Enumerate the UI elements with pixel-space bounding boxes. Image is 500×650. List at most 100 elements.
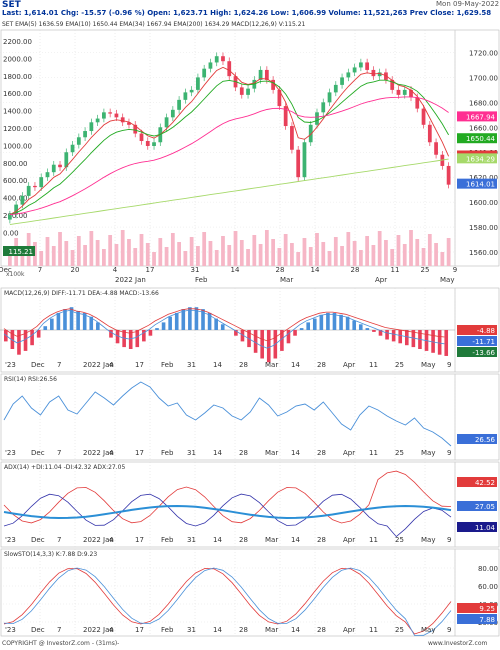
candle-body-64 xyxy=(409,89,413,98)
price-sublabel-mar: Mar xyxy=(280,276,293,284)
adx-xtick-8: 14 xyxy=(213,536,222,544)
price-xtick-7: 28 xyxy=(276,266,285,274)
price-right-tick-7: 1580.00 xyxy=(469,224,498,232)
macd-title: MACD(12,26,9) DIFF:-11.71 DEA:-4.88 MACD… xyxy=(4,290,159,297)
adx-tag-minus: 42.52 xyxy=(475,479,495,487)
macd-bar-40 xyxy=(266,330,271,363)
adx-xtick-0: '23 xyxy=(5,536,16,544)
candle-body-28 xyxy=(183,92,188,100)
macd-bar-49 xyxy=(326,312,330,330)
adx-xtick-2: 7 xyxy=(57,536,61,544)
volume-bar-2 xyxy=(20,247,25,266)
macd-xtick-17: 9 xyxy=(447,361,451,369)
volume-bar-22 xyxy=(145,243,150,266)
volume-bar-65 xyxy=(415,239,420,266)
price-tag-3-bg xyxy=(457,153,497,164)
candle-body-57 xyxy=(365,62,370,70)
price-right-tick-3: 1660.00 xyxy=(469,124,498,132)
price-xtick-1: 7 xyxy=(38,266,42,274)
volume-bar-37 xyxy=(239,240,244,266)
candle-body-27 xyxy=(177,99,181,110)
price-sublabel-feb: Feb xyxy=(195,276,208,284)
macd-bar-54 xyxy=(358,324,363,330)
sto-tag-k: 7.88 xyxy=(479,616,495,624)
macd-bar-60 xyxy=(398,330,403,344)
price-right-tick-8: 1560.00 xyxy=(469,249,498,257)
candle-body-9 xyxy=(64,152,69,168)
macd-bar-33 xyxy=(220,324,225,330)
candle-body-56 xyxy=(358,62,363,68)
sto-xtick-11: 14 xyxy=(291,626,300,634)
price-left-tick-4: 1400.00 xyxy=(3,108,32,116)
volume-bar-23 xyxy=(152,252,156,266)
candle-body-58 xyxy=(371,69,376,77)
volume-bar-52 xyxy=(333,237,338,266)
rsi-xtick-16: May xyxy=(421,449,435,457)
candle-body-12 xyxy=(83,131,87,138)
candle-body-34 xyxy=(221,56,225,62)
adx-xtick-10: Mar xyxy=(265,536,278,544)
rsi-xtick-11: 14 xyxy=(291,449,300,457)
price-left-tick-6: 1000.00 xyxy=(3,142,32,150)
candle-body-35 xyxy=(227,61,232,77)
volume-bar-9 xyxy=(64,241,69,266)
rsi-xtick-5: 17 xyxy=(135,449,144,457)
price-xtick-11: 25 xyxy=(421,266,430,274)
volume-bar-46 xyxy=(296,252,301,266)
sto-xtick-9: 28 xyxy=(239,626,248,634)
macd-xtick-0: '23 xyxy=(5,361,16,369)
macd-dea-line xyxy=(3,308,445,342)
price-right-tick-1: 1700.00 xyxy=(469,74,498,82)
candle-body-48 xyxy=(308,124,313,143)
price-tag-3: 1634.29 xyxy=(466,155,495,163)
macd-bar-12 xyxy=(82,312,87,330)
adx-xtick-9: 28 xyxy=(239,536,248,544)
rsi-xtick-0: '23 xyxy=(5,449,16,457)
macd-bar-53 xyxy=(352,320,357,330)
ema34-line xyxy=(9,96,449,216)
volume-bar-33 xyxy=(214,250,219,266)
volume-bar-63 xyxy=(402,244,407,266)
candle-body-31 xyxy=(202,68,207,78)
candle-body-46 xyxy=(296,149,301,178)
candle-body-41 xyxy=(264,69,269,80)
volume-bar-70 xyxy=(446,238,451,266)
price-left-tick-0: 2200.00 xyxy=(3,38,32,46)
candle-body-66 xyxy=(421,108,426,125)
macd-bar-51 xyxy=(339,314,343,330)
candle-body-2 xyxy=(20,195,25,205)
adx-plus-di-line xyxy=(3,493,452,538)
macd-bar-44 xyxy=(293,330,297,336)
sto-xtick-10: Mar xyxy=(265,626,278,634)
price-xtick-0: Dec xyxy=(0,266,12,274)
volume-bar-61 xyxy=(390,249,395,266)
price-xtick-4: 17 xyxy=(146,266,155,274)
volume-bar-44 xyxy=(283,234,288,266)
macd-bar-38 xyxy=(253,330,258,353)
sto-tick-1: 60.00 xyxy=(478,583,498,591)
price-left-tick-7: 800.00 xyxy=(3,160,28,168)
price-right-tick-6: 1600.00 xyxy=(469,199,498,207)
volume-bar-26 xyxy=(170,233,175,266)
candle-body-25 xyxy=(164,117,169,128)
adx-xtick-17: 9 xyxy=(447,536,451,544)
candle-body-45 xyxy=(290,126,294,150)
candle-body-3 xyxy=(26,185,31,196)
volume-bar-8 xyxy=(58,232,62,266)
candle-body-6 xyxy=(45,172,50,178)
candle-body-21 xyxy=(139,133,144,142)
candle-body-61 xyxy=(390,79,395,90)
macd-tag-diff: -11.71 xyxy=(472,338,495,346)
macd-xtick-12: 28 xyxy=(317,361,326,369)
rsi-xtick-10: Mar xyxy=(265,449,278,457)
sto-xtick-16: May xyxy=(421,626,435,634)
adx-xtick-5: 17 xyxy=(135,536,144,544)
volume-bar-60 xyxy=(384,240,388,266)
volume-bar-66 xyxy=(421,248,426,266)
macd-bar-59 xyxy=(391,330,396,342)
candle-body-37 xyxy=(239,87,244,95)
candle-body-38 xyxy=(246,88,250,95)
price-left-tick-10: 200.00 xyxy=(3,212,28,220)
macd-xtick-2: 7 xyxy=(57,361,61,369)
